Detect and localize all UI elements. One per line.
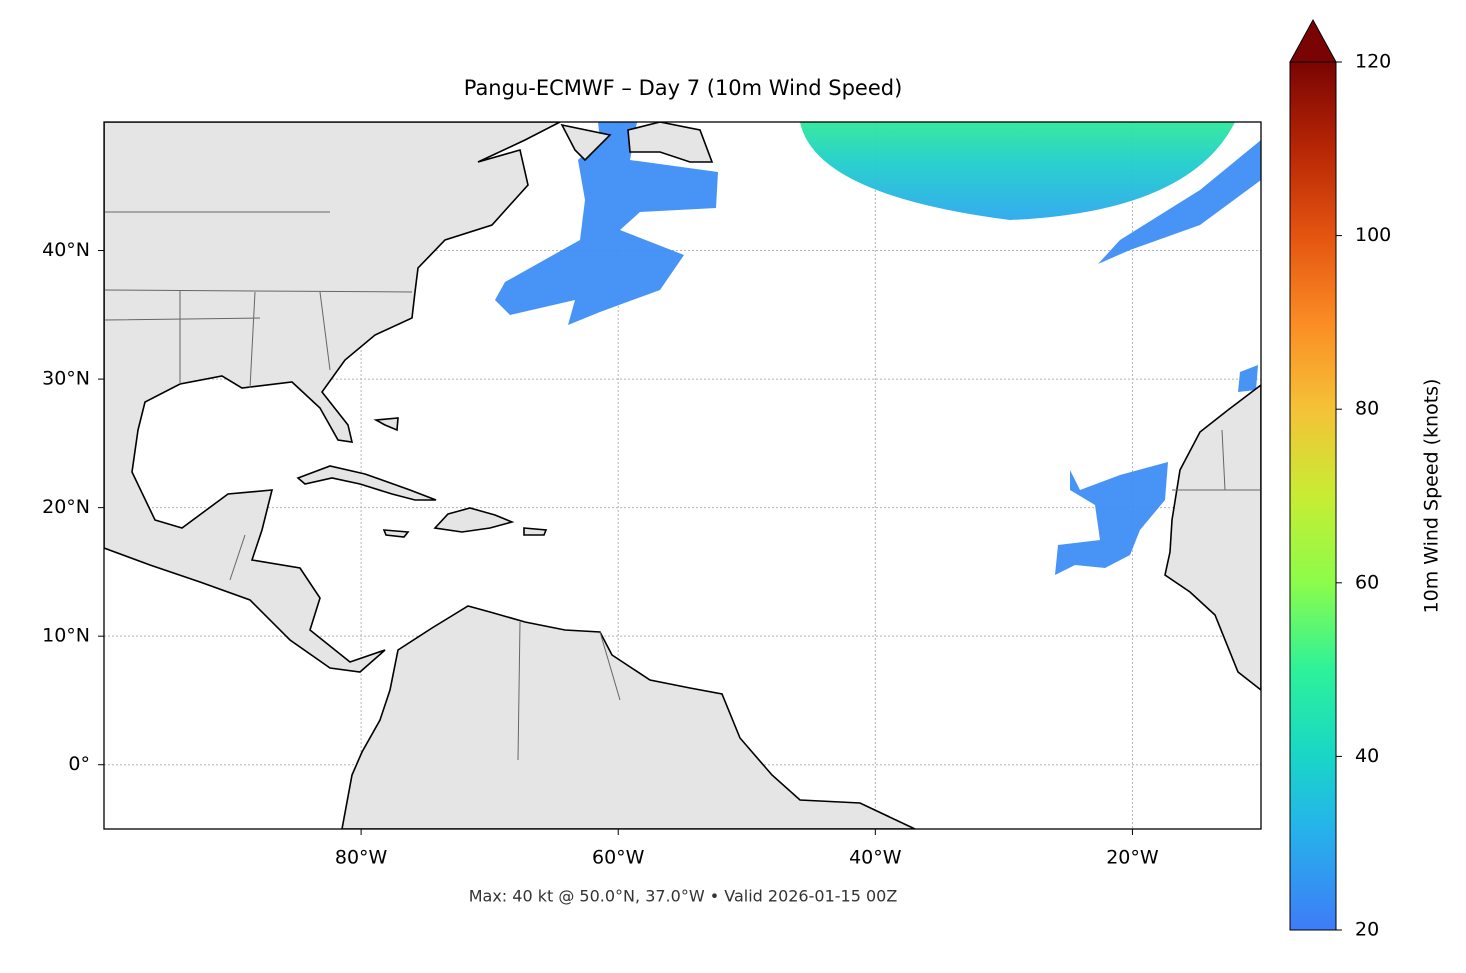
cuba: [296, 465, 437, 501]
y-tick-label: 20°N: [42, 496, 90, 518]
nova-scotia: [560, 123, 612, 162]
wind-patch: [495, 122, 718, 325]
y-tick-label: 10°N: [42, 625, 90, 647]
map-ticks: 80°W 60°W 40°W 20°W 0° 10°N 20°N 30°N 40°N: [42, 239, 1159, 868]
colorbar-tick-label: 80: [1355, 398, 1379, 420]
wind-patch: [1055, 462, 1168, 575]
bahamas: [373, 417, 399, 432]
map-area: [104, 122, 1261, 829]
wind-patch: [800, 122, 1235, 220]
africa: [1164, 383, 1261, 692]
colorbar-tick-label: 40: [1355, 745, 1379, 767]
y-tick-label: 0°: [68, 753, 90, 775]
x-tick-label: 60°W: [592, 847, 645, 869]
footer-note: Max: 40 kt @ 50.0°N, 37.0°W • Valid 2026…: [469, 887, 898, 906]
puerto-rico: [523, 527, 548, 536]
y-tick-label: 40°N: [42, 239, 90, 261]
newfoundland: [627, 122, 714, 163]
colorbar-label: 10m Wind Speed (knots): [1421, 379, 1443, 614]
jamaica: [382, 529, 410, 538]
x-tick-label: 40°W: [849, 847, 902, 869]
colorbar: 10m Wind Speed (knots) 20 40 60 80 100 120: [1289, 18, 1443, 941]
south-america: [341, 605, 916, 829]
colorbar-tick-label: 60: [1355, 571, 1379, 593]
colorbar-extension: [1289, 18, 1337, 63]
y-tick-label: 30°N: [42, 368, 90, 390]
map-title: Pangu-ECMWF – Day 7 (10m Wind Speed): [464, 76, 903, 100]
colorbar-scale: [1289, 61, 1337, 931]
colorbar-tick-label: 100: [1355, 224, 1391, 246]
x-tick-label: 80°W: [335, 847, 388, 869]
border-lines: [104, 211, 1261, 761]
colorbar-tick-label: 120: [1355, 51, 1391, 73]
x-tick-label: 20°W: [1106, 847, 1159, 869]
wind-patch: [1238, 365, 1258, 392]
colorbar-tick-label: 20: [1355, 919, 1379, 941]
wind-patch: [1098, 140, 1261, 264]
hispaniola: [433, 507, 515, 533]
map-frame: [103, 121, 1262, 830]
